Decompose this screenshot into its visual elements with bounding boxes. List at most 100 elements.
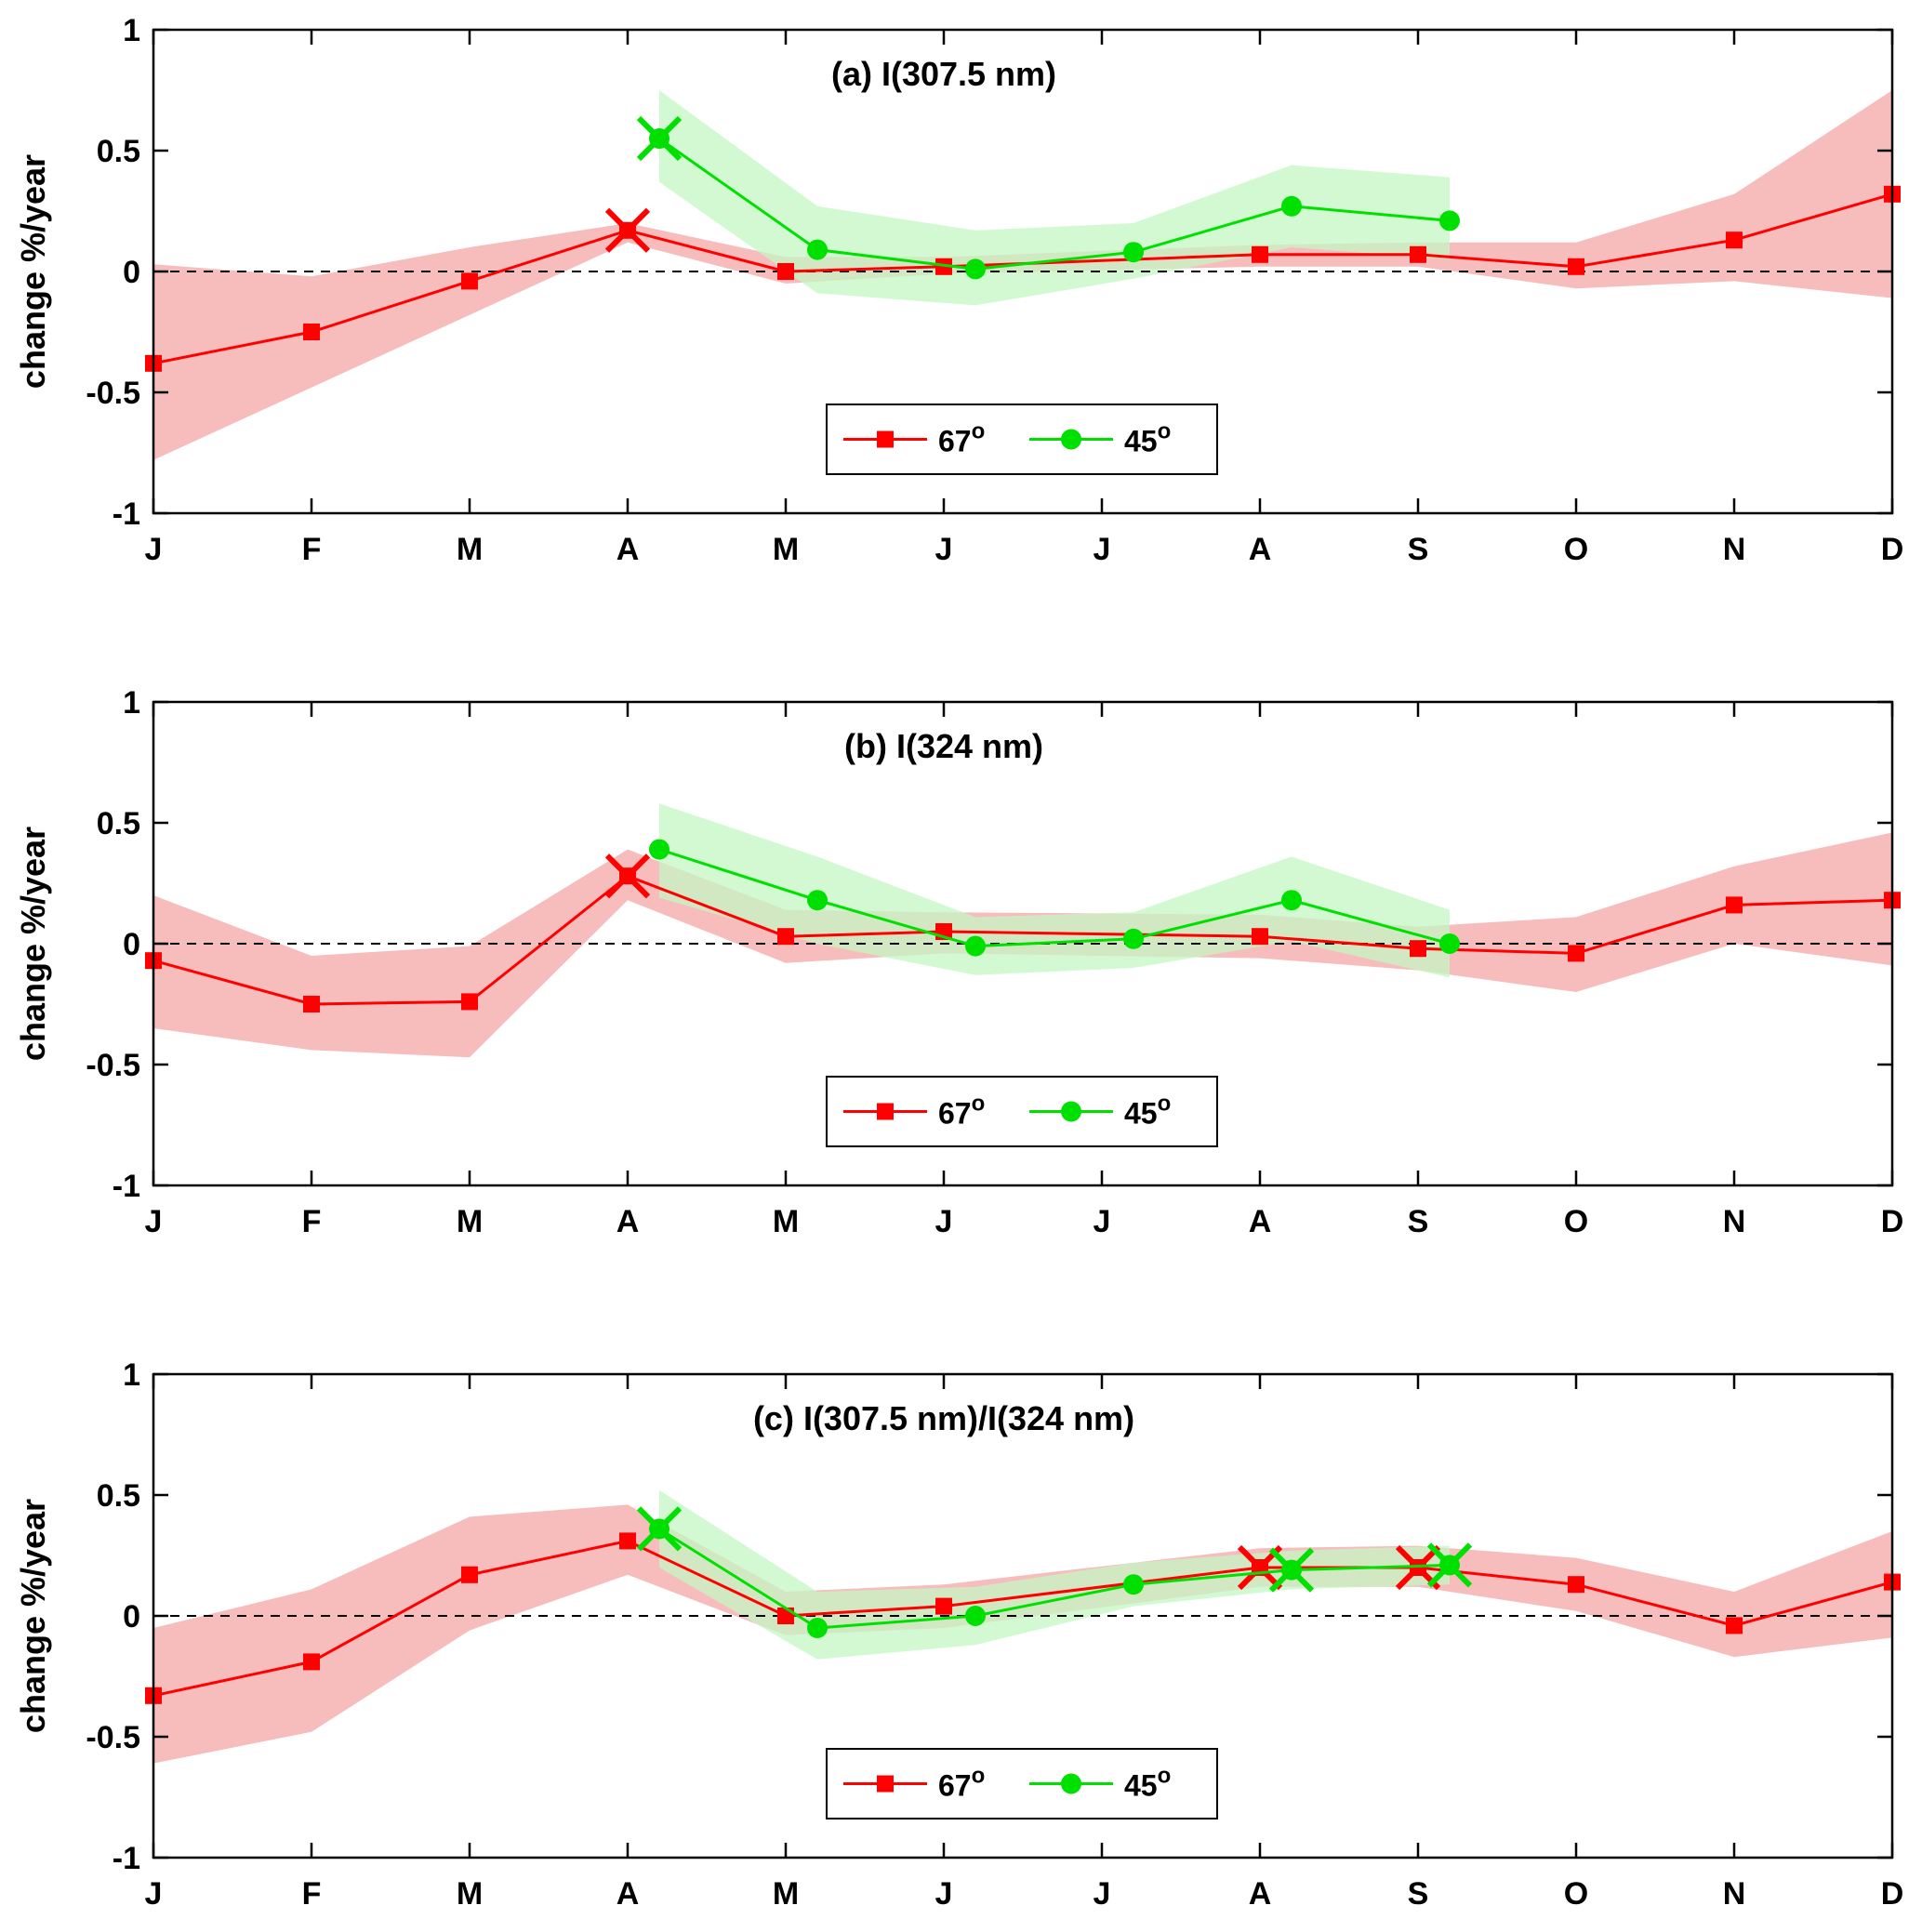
data-point-67: [1726, 1617, 1743, 1634]
data-point-67: [777, 928, 794, 946]
x-tick-label: O: [1564, 532, 1588, 567]
x-tick-label: A: [616, 1204, 640, 1239]
significance-cross-45: [636, 1506, 683, 1552]
x-tick-label: J: [1094, 532, 1111, 567]
data-point-45: [965, 935, 986, 957]
x-tick-label: J: [935, 1876, 953, 1912]
data-point-45: [807, 1618, 828, 1638]
series-line-45: [658, 1528, 1451, 1630]
x-tick-label: N: [1723, 1204, 1746, 1239]
panel-title: (a) I(307.5 nm): [831, 55, 1056, 93]
x-tick-label: J: [145, 1204, 163, 1239]
x-tick-label: J: [1094, 1876, 1111, 1912]
data-point-67: [777, 1608, 794, 1624]
data-point-45: [649, 839, 669, 860]
x-tick-label: J: [145, 532, 163, 567]
data-point-45: [807, 890, 828, 911]
x-tick-label: O: [1564, 1204, 1588, 1239]
band-45: [659, 1489, 1450, 1660]
data-point-45: [965, 258, 986, 280]
data-point-67: [461, 993, 478, 1011]
legend-marker: [877, 430, 894, 448]
legend-marker: [1061, 429, 1081, 450]
data-point-67: [935, 258, 952, 275]
data-point-45: [965, 1606, 986, 1626]
x-tick-label: N: [1723, 532, 1746, 567]
x-tick-label: A: [1249, 1204, 1272, 1239]
data-point-45: [1439, 933, 1460, 954]
data-point-67: [1726, 232, 1743, 249]
y-tick-label: -1: [113, 1841, 140, 1876]
legend: 67o 45o: [826, 1748, 1218, 1820]
series-line-45: [658, 848, 1451, 948]
data-point-45: [1123, 928, 1144, 949]
x-tick-label: M: [773, 532, 799, 567]
y-tick-label: 0: [123, 255, 140, 290]
band-67: [153, 90, 1892, 460]
significance-cross-45: [636, 115, 683, 162]
x-tick-label: D: [1881, 1876, 1904, 1912]
y-tick-label: 0: [123, 927, 140, 962]
y-tick-label: 0.5: [97, 134, 140, 169]
x-tick-label: M: [457, 1876, 483, 1912]
y-tick-label: -0.5: [86, 1720, 140, 1755]
data-point-45: [1281, 890, 1302, 911]
x-tick-label: D: [1881, 532, 1904, 567]
data-point-67: [461, 272, 478, 290]
y-axis-label: change %/year: [14, 827, 52, 1061]
legend: 67o 45o: [826, 1076, 1218, 1147]
data-point-67: [1726, 896, 1743, 914]
data-point-67: [1568, 258, 1584, 275]
data-point-67: [1252, 928, 1268, 946]
y-tick-label: 1: [123, 13, 140, 48]
data-point-67: [935, 1597, 952, 1615]
x-tick-label: S: [1408, 532, 1429, 567]
data-point-45: [1123, 1574, 1144, 1595]
panel-title: (c) I(307.5 nm)/I(324 nm): [753, 1399, 1134, 1437]
y-tick-label: 1: [123, 685, 140, 721]
legend-marker: [877, 1103, 894, 1120]
legend-label: 67o: [938, 1764, 985, 1803]
x-tick-label: F: [302, 532, 322, 567]
data-point-45: [1123, 242, 1144, 263]
x-tick-label: S: [1408, 1204, 1429, 1239]
data-point-67: [777, 263, 794, 280]
x-tick-label: O: [1564, 1876, 1588, 1912]
data-point-45: [1281, 195, 1302, 217]
data-point-45: [1439, 210, 1460, 232]
y-tick-label: -1: [113, 1169, 140, 1204]
data-point-67: [1410, 940, 1426, 958]
y-tick-label: 0.5: [97, 806, 140, 841]
x-tick-label: J: [935, 532, 953, 567]
significance-cross-45: [1426, 1542, 1473, 1588]
data-point-67: [461, 1566, 478, 1583]
y-tick-label: 0.5: [97, 1478, 140, 1514]
legend-marker: [1061, 1101, 1081, 1122]
x-tick-label: J: [145, 1876, 163, 1912]
significance-cross-67: [604, 207, 651, 253]
x-tick-label: F: [302, 1876, 322, 1912]
legend-marker: [1061, 1773, 1081, 1794]
data-point-67: [1568, 1576, 1584, 1594]
series-line-45: [658, 137, 1451, 271]
data-point-67: [1568, 945, 1584, 962]
band-67: [153, 1504, 1892, 1764]
legend-marker: [877, 1775, 894, 1793]
x-tick-label: A: [1249, 532, 1272, 567]
y-tick-label: -1: [113, 496, 140, 532]
x-tick-label: J: [935, 1204, 953, 1239]
x-tick-label: M: [457, 1204, 483, 1239]
x-tick-label: S: [1408, 1876, 1429, 1912]
x-tick-label: M: [457, 532, 483, 567]
x-tick-label: D: [1881, 1204, 1904, 1239]
data-point-67: [303, 324, 320, 340]
y-axis-label: change %/year: [14, 1499, 52, 1733]
x-tick-label: J: [1094, 1204, 1111, 1239]
y-tick-label: -0.5: [86, 376, 140, 411]
panel-title: (b) I(324 nm): [844, 727, 1043, 765]
x-tick-label: M: [773, 1876, 799, 1912]
data-point-67: [1410, 245, 1426, 263]
y-tick-label: 1: [123, 1357, 140, 1393]
